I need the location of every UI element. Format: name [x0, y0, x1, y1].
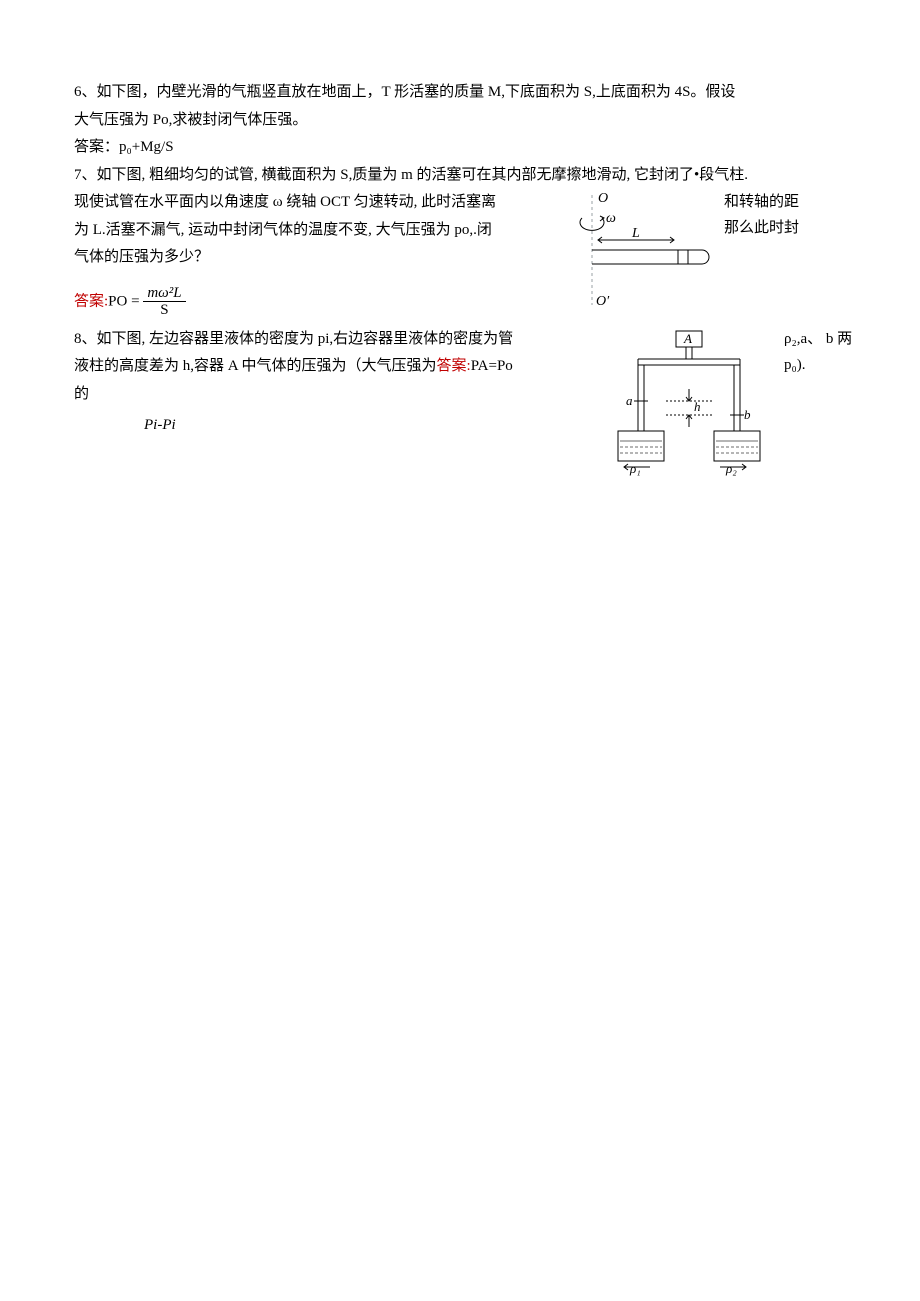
- q8-fig-rho1: ρ₁: [629, 461, 641, 476]
- q8-right-l2: p₀).: [784, 353, 920, 379]
- q8-left-l2c: PA=Po: [471, 358, 513, 374]
- q8-left-l2: 液柱的高度差为 h,容器 A 中气体的压强为（大气压强为答案:PA=Po: [74, 354, 574, 380]
- q8-fig-A: A: [683, 331, 692, 346]
- q8-answer-label: 答案:: [437, 358, 471, 374]
- q8-fig-b: b: [744, 407, 751, 422]
- q8-fig-rho2: ρ₂: [725, 461, 737, 476]
- q7-figure: O ω L O′: [574, 190, 724, 310]
- q7-block: O ω L O′ 现使试管在水平面内以角速度 ω 绕轴 OCT 匀速转动, 此时…: [74, 190, 850, 319]
- q8-left-l2a: 液柱的高度差为 h,容器 A 中气体的压强为（大气压强为: [74, 358, 437, 374]
- q7-left-l2: 为 L.活塞不漏气, 运动中封闭气体的温度不变, 大气压强为 po,.闭: [74, 218, 554, 244]
- q6-answer-label: 答案：: [74, 139, 119, 155]
- q7-frac-den: S: [143, 302, 185, 319]
- q8-right-l1: ρ₂,a、 b 两: [784, 327, 920, 353]
- q6-line1: 6、如下图，内壁光滑的气瓶竖直放在地面上，T 形活塞的质量 M,下底面积为 S,…: [74, 80, 850, 106]
- q8-left-l1: 8、如下图, 左边容器里液体的密度为 pi,右边容器里液体的密度为管: [74, 327, 574, 353]
- q7-answer-label: 答案:: [74, 293, 108, 309]
- q7-fig-Oprime: O′: [596, 294, 610, 309]
- q7-fraction: mω²L S: [143, 285, 185, 319]
- q8-block: A a b h: [74, 327, 850, 439]
- q7-right-l2: 那么此时封: [724, 216, 844, 242]
- q7-line1: 7、如下图, 粗细均匀的试管, 横截面积为 S,质量为 m 的活塞可在其内部无摩…: [74, 163, 850, 189]
- q7-left-l3: 气体的压强为多少？: [74, 245, 554, 271]
- q6-answer-value: p₀+Mg/S: [119, 139, 174, 155]
- q7-answer-po: PO =: [108, 293, 143, 309]
- q7-fig-O: O: [598, 191, 608, 206]
- q8-figure: A a b h: [604, 327, 774, 477]
- q8-fig-a: a: [626, 393, 633, 408]
- q7-right-l1: 和转轴的距: [724, 190, 844, 216]
- q8-fig-h: h: [694, 399, 701, 414]
- q7-frac-num: mω²L: [143, 285, 185, 303]
- q6-line2: 大气压强为 Po,求被封闭气体压强。: [74, 108, 850, 134]
- q7-left-l1: 现使试管在水平面内以角速度 ω 绕轴 OCT 匀速转动, 此时活塞离: [74, 190, 554, 216]
- q7-fig-L: L: [631, 226, 640, 241]
- q8-left-l3: 的: [74, 382, 574, 408]
- q7-fig-omega: ω: [606, 211, 616, 226]
- q7-answer: 答案:PO = mω²L S: [74, 285, 850, 319]
- q6-answer: 答案：p₀+Mg/S: [74, 135, 850, 161]
